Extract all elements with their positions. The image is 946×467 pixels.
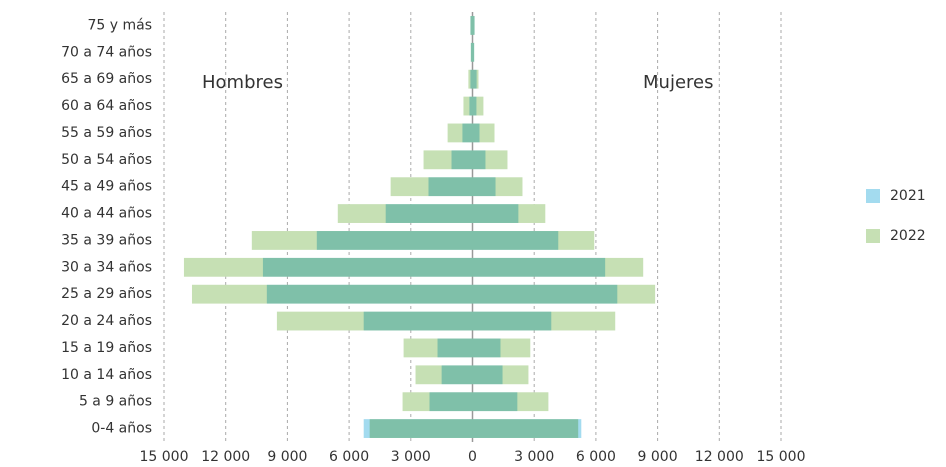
x-tick-label: 12 000: [201, 449, 250, 465]
category-label: 25 a 29 años: [61, 286, 152, 302]
category-label: 70 a 74 años: [61, 44, 152, 60]
bar-left: [428, 177, 473, 197]
x-tick-label: 9 000: [267, 449, 307, 465]
category-label: 50 a 54 años: [61, 152, 152, 168]
bar-right: [472, 123, 480, 143]
x-tick-label: 6 000: [576, 449, 616, 465]
category-label: 60 a 64 años: [61, 98, 152, 114]
category-label: 20 a 24 años: [61, 313, 152, 329]
category-label: 40 a 44 años: [61, 206, 152, 222]
bar-left: [462, 123, 473, 143]
bar-right: [472, 204, 519, 223]
bar-left: [316, 231, 473, 250]
bar-right: [472, 42, 475, 62]
legend-label: 2022: [890, 228, 926, 244]
bar-left: [262, 257, 473, 277]
category-label: 10 a 14 años: [61, 367, 152, 383]
category-label: 0-4 años: [91, 421, 152, 437]
x-tick-label: 3 000: [391, 449, 431, 465]
bar-right: [472, 284, 618, 304]
bar-left: [470, 42, 473, 62]
x-tick-label: 3 000: [514, 449, 554, 465]
bar-left: [451, 150, 473, 170]
category-label: 55 a 59 años: [61, 125, 152, 141]
bar-left: [470, 69, 473, 89]
bar-left: [385, 204, 473, 223]
category-label: 75 y más: [87, 17, 152, 33]
bar-right: [472, 257, 606, 277]
bar-left: [441, 365, 473, 385]
bar-right: [472, 231, 559, 250]
bar-left: [437, 338, 473, 358]
category-label: 15 a 19 años: [61, 340, 152, 356]
category-label: 45 a 49 años: [61, 179, 152, 195]
side-label: Mujeres: [643, 72, 713, 93]
legend-swatch: [866, 229, 880, 243]
x-tick-label: 15 000: [140, 449, 189, 465]
x-tick-label: 15 000: [757, 449, 806, 465]
bar-right: [472, 365, 503, 385]
bar-left: [470, 16, 473, 35]
x-tick-label: 12 000: [695, 449, 744, 465]
bar-left: [363, 419, 473, 438]
bar-left: [463, 96, 473, 116]
category-label: 5 a 9 años: [79, 394, 152, 410]
bar-left: [363, 311, 473, 331]
bar-right: [472, 16, 475, 35]
bar-right: [472, 311, 552, 331]
legend-label: 2021: [890, 188, 926, 204]
side-label: Hombres: [202, 72, 283, 93]
x-tick-label: 6 000: [329, 449, 369, 465]
bar-right: [472, 419, 582, 438]
bar-right: [472, 96, 484, 116]
bar-left: [469, 96, 473, 116]
bar-right: [472, 177, 496, 197]
x-tick-label: 9 000: [638, 449, 678, 465]
category-label: 30 a 34 años: [61, 259, 152, 275]
bar-right: [472, 392, 518, 412]
x-tick-label: 0: [468, 449, 477, 465]
category-label: 65 a 69 años: [61, 71, 152, 87]
bar-right: [472, 96, 477, 116]
bar-left: [266, 284, 473, 304]
bar-left: [429, 392, 473, 412]
category-label: 35 a 39 años: [61, 232, 152, 248]
bar-right: [472, 338, 501, 358]
bar-right: [472, 69, 477, 89]
bar-right: [472, 150, 486, 170]
legend-swatch: [866, 189, 880, 203]
